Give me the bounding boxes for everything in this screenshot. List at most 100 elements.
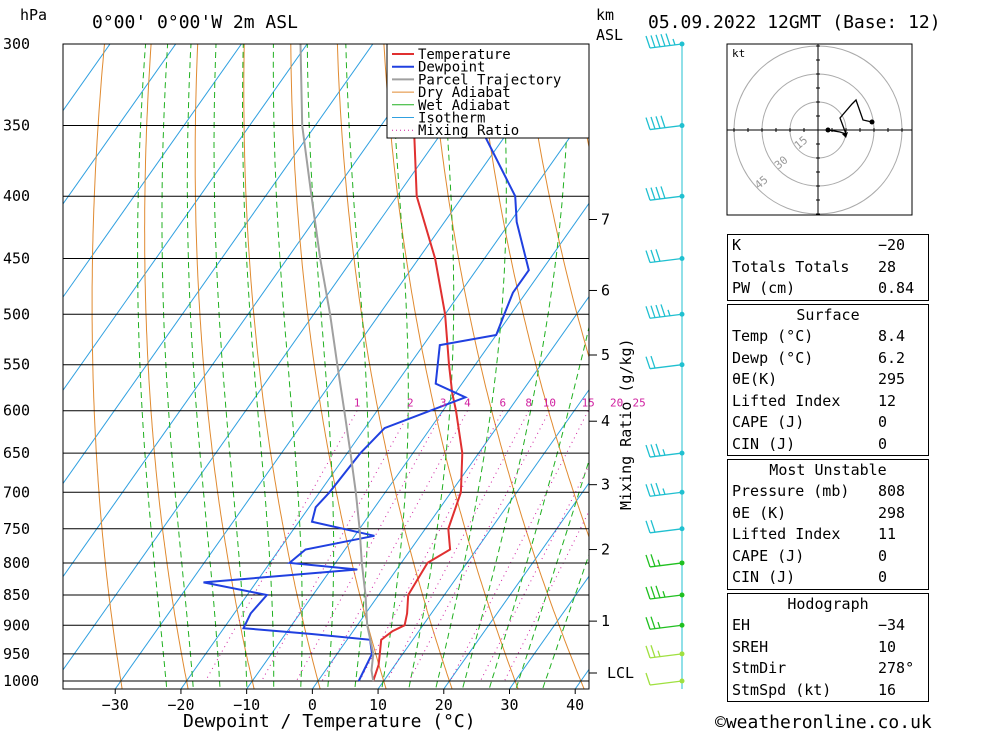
row-label: Lifted Index <box>732 525 841 543</box>
row-label: K <box>732 236 742 254</box>
legend-label: Isotherm <box>418 111 485 127</box>
row-value: 16 <box>878 680 897 699</box>
row-value: 0 <box>878 546 888 565</box>
dry-adiabat-line <box>91 44 123 689</box>
table-row: StmDir 278° <box>728 658 928 680</box>
dry-adiabat-line <box>144 44 189 689</box>
row-label: Dewp (°C) <box>732 348 814 367</box>
indices-table: K −20 Totals Totals 28 PW (cm) 0.84 <box>727 234 929 301</box>
wet-adiabat-line <box>408 44 455 689</box>
mixing-ratio-line <box>480 464 589 682</box>
row-label: StmSpd (kt) <box>732 680 832 699</box>
table-title: Hodograph <box>787 595 869 613</box>
y-tick-label: 450 <box>3 250 30 268</box>
row-value: 10 <box>878 637 897 656</box>
legend-label: Dewpoint <box>418 60 485 76</box>
km-tick-label: 5 <box>601 346 610 364</box>
km-tick-label: 2 <box>601 541 610 559</box>
mixing-ratio-line <box>408 410 550 682</box>
row-value: 0 <box>878 568 888 586</box>
y-tick-label: 900 <box>3 616 30 634</box>
km-tick-label: 6 <box>601 281 610 299</box>
surface-table: Surface Temp (°C) 8.4 Dewp (°C) 6.2 θE(K) 295 L… <box>727 304 929 456</box>
wind-barb <box>645 519 685 534</box>
dry-adiabat-line <box>523 44 589 359</box>
mixing-ratio-label: 1 <box>354 397 361 410</box>
row-label: CAPE (J) <box>732 546 805 565</box>
datetime: 05.09.2022 12GMT (Base: 12) <box>648 12 941 33</box>
height-unit-km: km <box>596 6 614 24</box>
y-tick-label: 600 <box>3 402 30 420</box>
table-title: Surface <box>796 306 860 324</box>
row-label: EH <box>732 616 751 634</box>
row-label: PW (cm) <box>732 279 796 297</box>
y-tick-label: 500 <box>3 305 30 323</box>
table-row: CAPE (J) 0 <box>728 412 928 434</box>
wet-adiabat-line <box>272 44 303 689</box>
mixing-ratio-line <box>321 410 468 682</box>
isotherm-line <box>443 482 589 689</box>
mixing-ratio-label: 15 <box>582 397 595 410</box>
legend-label: Temperature <box>418 47 511 63</box>
wind-barb <box>645 355 685 370</box>
y-tick-label: 350 <box>3 117 30 135</box>
y-tick-label: 1000 <box>3 672 39 690</box>
hodograph-trace <box>827 98 873 136</box>
table-row: PW (cm) 0.84 <box>728 278 928 300</box>
row-value: 0.84 <box>878 279 915 297</box>
pressure-unit: hPa <box>20 6 47 24</box>
table-row: CAPE (J) 0 <box>728 546 928 568</box>
isotherm-line <box>377 388 589 689</box>
height-unit-asl: ASL <box>596 26 623 44</box>
wet-adiabat-line <box>186 44 221 689</box>
dry-adiabat-line <box>194 44 255 689</box>
location: 0°00' 0°00'W 2m ASL <box>92 12 298 33</box>
mixing-ratio-line <box>359 410 504 682</box>
isotherm-line <box>246 202 589 689</box>
row-label: Pressure (mb) <box>732 482 850 500</box>
isotherm-line <box>180 109 589 689</box>
row-label: StmDir <box>732 659 787 677</box>
row-label: Temp (°C) <box>732 327 814 345</box>
mixing-ratio-axis-label: Mixing Ratio (g/kg) <box>617 338 635 510</box>
row-label: SREH <box>732 637 769 656</box>
wind-barb <box>645 645 685 659</box>
legend-label: Dry Adiabat <box>418 85 511 101</box>
wind-barb <box>645 249 685 264</box>
x-tick-label: 10 <box>369 696 387 714</box>
table-row: CIN (J) 0 <box>728 434 928 456</box>
isotherm-line <box>508 575 589 689</box>
x-tick-label: −10 <box>233 696 260 714</box>
y-tick-label: 850 <box>3 586 30 604</box>
mixing-ratio-label: 20 <box>610 397 623 410</box>
wind-barb <box>645 443 685 458</box>
most-unstable-table: Most Unstable Pressure (mb) 808 θE (K) 298 Li… <box>727 459 929 590</box>
wind-barb <box>645 186 685 201</box>
wind-barb <box>645 585 685 600</box>
hodograph-ring-label: 15 <box>792 134 811 152</box>
legend-label: Mixing Ratio <box>418 123 519 139</box>
y-tick-label: 950 <box>3 645 30 663</box>
km-tick-label: 1 <box>601 612 610 630</box>
row-value: 28 <box>878 257 897 276</box>
row-value: 298 <box>878 503 906 522</box>
mixing-ratio-label: 4 <box>464 397 471 410</box>
dry-adiabat-line <box>290 44 387 689</box>
row-value: −20 <box>878 236 906 254</box>
x-tick-label: 0 <box>308 696 317 714</box>
table-row: Pressure (mb) 808 <box>728 481 928 503</box>
table-row: StmSpd (kt) 16 <box>728 680 928 702</box>
mixing-ratio-label: 8 <box>525 397 532 410</box>
row-value: 11 <box>878 525 897 543</box>
wind-barb <box>645 304 685 319</box>
wet-adiabat-line <box>137 44 168 689</box>
mixing-ratio-label: 2 <box>407 397 414 410</box>
row-label: CAPE (J) <box>732 413 805 431</box>
table-row: SREH 10 <box>728 637 928 659</box>
mixing-ratio-label: 10 <box>543 397 556 410</box>
wet-adiabat-line <box>515 458 589 689</box>
table-row: θE(K) 295 <box>728 369 928 391</box>
isotherm-line <box>63 44 177 205</box>
